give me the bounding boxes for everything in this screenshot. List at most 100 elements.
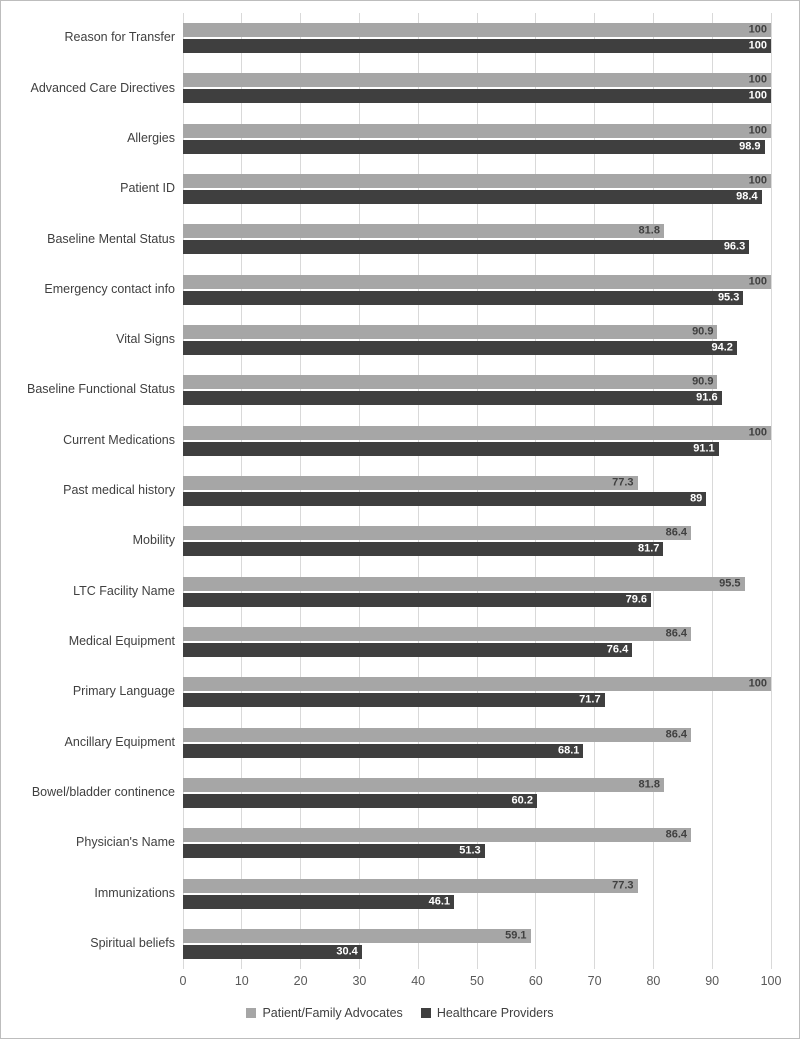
providers-bar: 71.7 (183, 693, 605, 708)
providers-bar: 91.1 (183, 441, 719, 456)
value-label: 59.1 (505, 929, 527, 942)
category-label: Immunizations (94, 885, 175, 900)
value-label: 46.1 (428, 895, 451, 908)
advocates-bar: 81.8 (183, 777, 664, 792)
advocates-bar: 77.3 (183, 878, 638, 893)
value-label: 91.1 (693, 442, 715, 455)
value-label: 91.6 (696, 391, 718, 404)
category-label: Past medical history (63, 483, 175, 498)
value-label: 100 (748, 73, 767, 86)
legend-label: Patient/Family Advocates (262, 1006, 403, 1020)
advocates-bar: 100 (183, 425, 771, 440)
value-label: 100 (748, 275, 767, 288)
value-label: 51.3 (459, 844, 481, 857)
providers-bar: 68.1 (183, 743, 584, 758)
providers-bar: 96.3 (183, 240, 750, 255)
category-label: Allergies (127, 130, 175, 145)
providers-bar: 60.2 (183, 793, 537, 808)
advocates-bar: 100 (183, 174, 771, 189)
gridline (358, 13, 360, 969)
category-label: Physician's Name (76, 835, 175, 850)
providers-bar: 46.1 (183, 894, 455, 909)
value-label: 100 (748, 677, 767, 690)
providers-bar: 100 (183, 89, 771, 104)
advocates-bar: 100 (183, 123, 771, 138)
providers-bar: 51.3 (183, 844, 485, 859)
legend: Patient/Family Advocates Healthcare Provi… (1, 1006, 799, 1020)
value-label: 90.9 (692, 325, 714, 338)
providers-bar: 91.6 (183, 391, 722, 406)
x-tick-label: 60 (528, 974, 543, 988)
value-label: 79.6 (625, 593, 648, 606)
legend-label: Healthcare Providers (436, 1006, 554, 1020)
value-label: 81.7 (637, 542, 660, 555)
category-axis: Reason for Transfer Advanced Care Directi… (1, 13, 177, 969)
x-tick-label: 30 (352, 974, 367, 988)
gridline (594, 13, 596, 969)
gridline (182, 13, 184, 969)
x-tick-label: 80 (646, 974, 661, 988)
category-label: Spiritual beliefs (90, 935, 175, 950)
advocates-bar: 100 (183, 73, 771, 88)
x-tick-label: 70 (587, 974, 602, 988)
value-label: 96.3 (723, 240, 746, 253)
category-label: Ancillary Equipment (64, 734, 175, 749)
gridline (711, 13, 713, 969)
gridline (476, 13, 478, 969)
advocates-bar: 86.4 (183, 526, 692, 541)
category-label: Primary Language (72, 684, 175, 699)
providers-bar: 98.9 (183, 139, 765, 154)
x-tick-label: 20 (293, 974, 308, 988)
category-label: Advanced Care Directives (30, 80, 175, 95)
value-label: 94.2 (711, 341, 733, 354)
providers-bar: 81.7 (183, 542, 664, 557)
providers-bar: 79.6 (183, 592, 652, 607)
legend-item: Healthcare Providers (420, 1006, 554, 1020)
providers-bar: 76.4 (183, 642, 633, 657)
value-label: 81.8 (638, 224, 660, 237)
value-label: 81.8 (638, 778, 660, 791)
category-label: Baseline Mental Status (47, 231, 175, 246)
gridline (652, 13, 654, 969)
providers-bar: 100 (183, 39, 771, 54)
value-label: 77.3 (612, 476, 634, 489)
legend-item: Patient/Family Advocates (246, 1006, 403, 1020)
value-label: 89 (690, 492, 703, 505)
gridline (300, 13, 302, 969)
providers-bar: 89 (183, 492, 707, 506)
category-label: Patient ID (120, 181, 175, 196)
category-label: Baseline Functional Status (26, 382, 175, 397)
value-label: 60.2 (511, 794, 533, 807)
value-label: 100 (748, 23, 767, 36)
advocates-bar: 59.1 (183, 928, 531, 943)
value-label: 90.9 (692, 375, 714, 388)
gridline (241, 13, 243, 969)
x-tick-label: 50 (470, 974, 484, 988)
legend-swatch (420, 1008, 431, 1018)
x-tick-label: 90 (705, 974, 720, 988)
value-label: 86.4 (665, 627, 688, 640)
providers-bar: 94.2 (183, 341, 737, 356)
providers-bar: 98.4 (183, 190, 762, 205)
category-label: Current Medications (63, 432, 175, 447)
gridline (535, 13, 537, 969)
advocates-bar: 100 (183, 274, 771, 289)
value-label: 100 (748, 89, 767, 102)
advocates-bar: 86.4 (183, 626, 692, 641)
advocates-bar: 100 (183, 23, 771, 38)
category-label: Emergency contact info (44, 281, 175, 296)
gridline (770, 13, 772, 969)
value-label: 100 (748, 174, 767, 187)
value-label: 30.4 (336, 945, 358, 958)
value-label: 77.3 (612, 879, 634, 892)
value-label: 71.7 (579, 693, 601, 706)
value-label: 68.1 (558, 744, 580, 757)
value-label: 86.4 (665, 728, 688, 741)
value-label: 100 (748, 426, 767, 439)
category-label: Mobility (132, 533, 175, 548)
x-tick-label: 40 (411, 974, 426, 988)
advocates-bar: 86.4 (183, 828, 692, 843)
category-label: Bowel/bladder continence (31, 785, 175, 800)
value-label: 86.4 (665, 828, 688, 841)
